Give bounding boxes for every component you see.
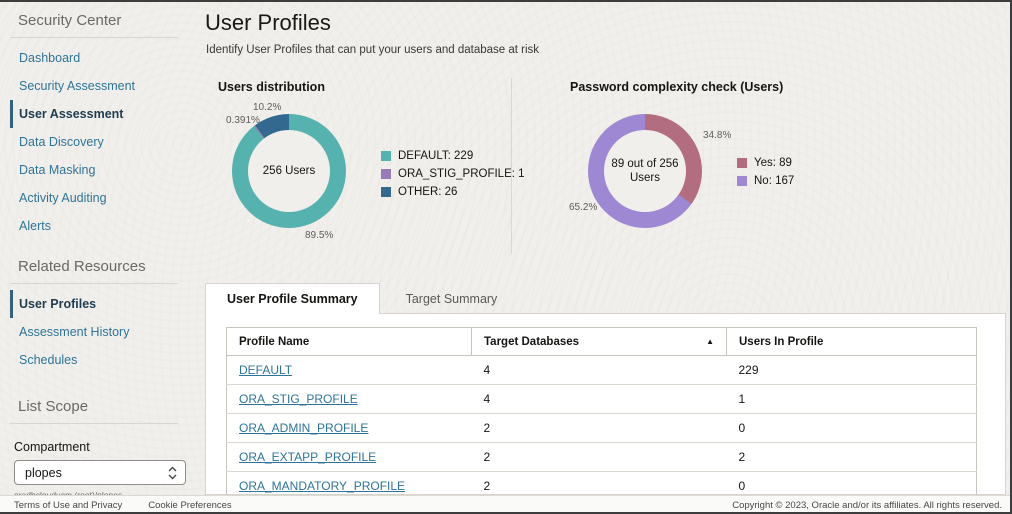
profile-link-ora-mandatory-profile[interactable]: ORA_MANDATORY_PROFILE	[239, 479, 406, 493]
sidebar-section-list-scope: List Scope	[18, 398, 89, 415]
sidebar-item-data-discovery[interactable]: Data Discovery	[19, 135, 104, 149]
users-distribution-chart: Users distribution 256 Users 10.2% 0.391…	[213, 78, 525, 254]
charts-divider	[511, 78, 512, 254]
legend-item: OTHER: 26	[381, 186, 525, 198]
cell-target-databases: 2	[471, 471, 727, 494]
legend-item: ORA_STIG_PROFILE: 1	[381, 168, 525, 180]
table-row: ORA_STIG_PROFILE 4 1	[226, 384, 977, 414]
sidebar-item-dashboard[interactable]: Dashboard	[19, 51, 81, 65]
divider	[10, 423, 178, 424]
table-row: DEFAULT 4 229	[226, 355, 977, 385]
sidebar-item-schedules[interactable]: Schedules	[19, 353, 78, 367]
cell-users-in-profile: 2	[726, 442, 977, 472]
chart-legend: Yes: 89 No: 167	[737, 157, 794, 187]
table-row: ORA_EXTAPP_PROFILE 2 2	[226, 442, 977, 472]
cell-users-in-profile: 0	[726, 413, 977, 443]
tab-user-profile-summary[interactable]: User Profile Summary	[205, 283, 380, 314]
legend-item: No: 167	[737, 175, 794, 187]
cookie-preferences-link[interactable]: Cookie Preferences	[148, 499, 232, 511]
legend-swatch	[737, 176, 747, 186]
sidebar-item-data-masking[interactable]: Data Masking	[19, 163, 96, 177]
cell-target-databases: 4	[471, 384, 727, 414]
terms-of-use-link[interactable]: Terms of Use and Privacy	[14, 499, 123, 511]
divider	[10, 283, 178, 284]
sidebar-item-security-assessment[interactable]: Security Assessment	[19, 79, 136, 93]
profile-link-ora-admin-profile[interactable]: ORA_ADMIN_PROFILE	[239, 421, 369, 435]
legend-item: DEFAULT: 229	[381, 150, 525, 162]
sidebar-item-user-assessment[interactable]: User Assessment	[10, 100, 196, 128]
cell-users-in-profile: 1	[726, 384, 977, 414]
divider	[10, 37, 178, 38]
cell-target-databases: 2	[471, 442, 727, 472]
window-edge	[0, 512, 1012, 514]
sidebar: Security Center Dashboard Security Asses…	[0, 2, 196, 500]
percent-label: 0.391%	[226, 115, 260, 126]
profile-link-ora-stig-profile[interactable]: ORA_STIG_PROFILE	[239, 392, 358, 406]
percent-label: 89.5%	[305, 230, 334, 241]
table-row: ORA_ADMIN_PROFILE 2 0	[226, 413, 977, 443]
compartment-label: Compartment	[14, 440, 90, 454]
column-header-users-in-profile[interactable]: Users In Profile	[726, 327, 977, 356]
sidebar-item-activity-auditing[interactable]: Activity Auditing	[19, 191, 107, 205]
sidebar-section-security-center: Security Center	[18, 12, 122, 29]
profile-link-default[interactable]: DEFAULT	[239, 363, 293, 377]
percent-label: 65.2%	[569, 202, 598, 213]
user-profile-summary-table: Profile Name Target Databases ▲ Users In…	[226, 327, 977, 494]
legend-swatch	[737, 158, 747, 168]
chart-title: Password complexity check (Users)	[570, 80, 784, 94]
legend-label: DEFAULT: 229	[398, 150, 474, 162]
compartment-select[interactable]: plopes	[14, 460, 186, 485]
chart-legend: DEFAULT: 229 ORA_STIG_PROFILE: 1 OTHER: …	[381, 150, 525, 198]
password-complexity-donut[interactable]	[588, 114, 702, 228]
legend-swatch	[381, 151, 391, 161]
select-chevrons-icon	[168, 466, 177, 480]
table-row: ORA_MANDATORY_PROFILE 2 0	[226, 471, 977, 494]
page-subtitle: Identify User Profiles that can put your…	[206, 44, 540, 56]
legend-label: ORA_STIG_PROFILE: 1	[398, 168, 525, 180]
percent-label: 34.8%	[703, 130, 732, 141]
cell-users-in-profile: 0	[726, 471, 977, 494]
sidebar-item-assessment-history[interactable]: Assessment History	[19, 325, 130, 339]
sidebar-item-user-profiles[interactable]: User Profiles	[10, 290, 196, 318]
legend-swatch	[381, 187, 391, 197]
percent-label: 10.2%	[253, 102, 282, 113]
cell-target-databases: 2	[471, 413, 727, 443]
legend-swatch	[381, 169, 391, 179]
table-header-row: Profile Name Target Databases ▲ Users In…	[226, 327, 977, 356]
users-distribution-donut[interactable]	[232, 114, 346, 228]
legend-item: Yes: 89	[737, 157, 794, 169]
password-complexity-chart: Password complexity check (Users) 89 out…	[565, 78, 1005, 254]
tab-target-summary[interactable]: Target Summary	[405, 291, 498, 306]
footer: Terms of Use and Privacy Cookie Preferen…	[0, 495, 1012, 514]
legend-label: Yes: 89	[754, 157, 792, 169]
chart-title: Users distribution	[218, 80, 325, 94]
column-header-profile-name[interactable]: Profile Name	[226, 327, 472, 356]
compartment-select-value: plopes	[25, 465, 62, 480]
user-profile-summary-panel: Profile Name Target Databases ▲ Users In…	[205, 313, 1006, 495]
sort-ascending-icon[interactable]: ▲	[706, 337, 714, 346]
legend-label: OTHER: 26	[398, 186, 458, 198]
copyright-text: Copyright © 2023, Oracle and/or its affi…	[732, 499, 1002, 511]
column-header-target-databases[interactable]: Target Databases ▲	[471, 327, 727, 356]
legend-label: No: 167	[754, 175, 795, 187]
summary-tabbar: User Profile Summary Target Summary	[205, 283, 523, 314]
cell-target-databases: 4	[471, 355, 727, 385]
cell-users-in-profile: 229	[726, 355, 977, 385]
page-title: User Profiles	[205, 10, 331, 35]
window-edge	[0, 0, 1012, 2]
sidebar-item-alerts[interactable]: Alerts	[19, 219, 51, 233]
window-edge	[1010, 0, 1012, 514]
profile-link-ora-extapp-profile[interactable]: ORA_EXTAPP_PROFILE	[239, 450, 377, 464]
sidebar-section-related-resources: Related Resources	[18, 258, 146, 275]
